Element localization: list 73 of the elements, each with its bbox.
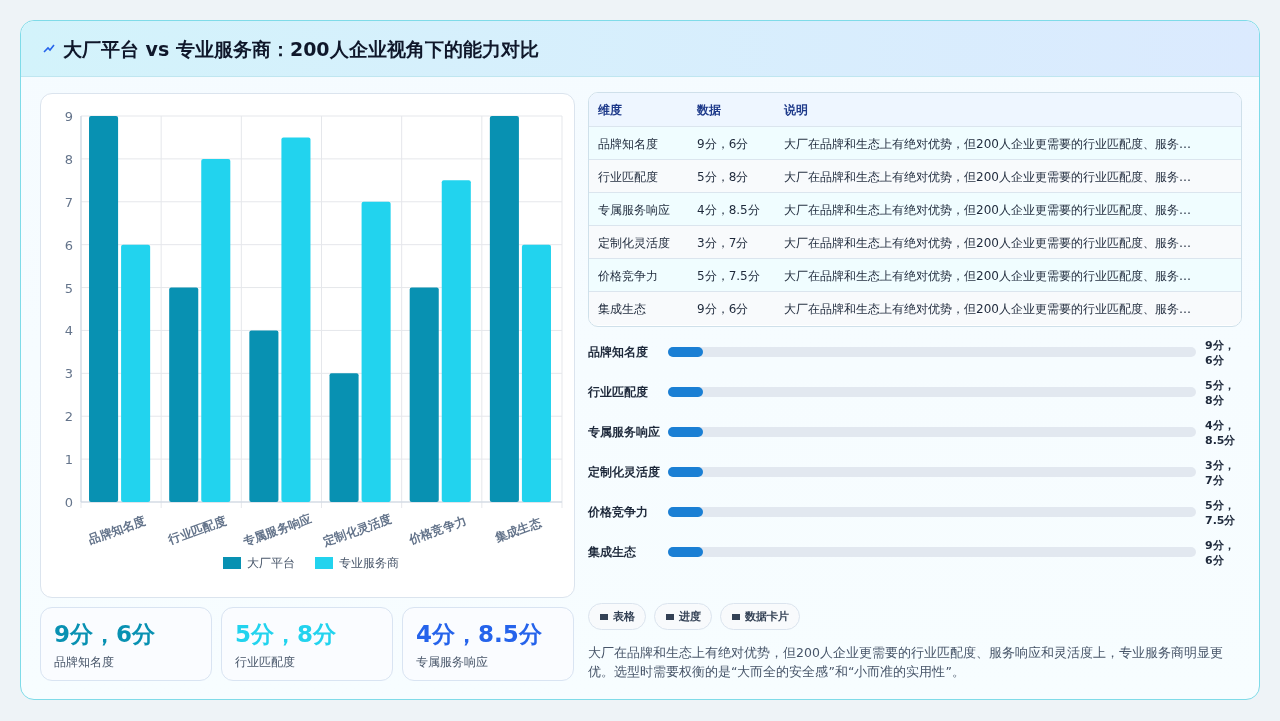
text: 3分，7分 [697,236,749,250]
text: 进度 [679,609,701,624]
y-tick-label: 9 [64,109,74,124]
legend-label: 专业服务商 [339,556,399,570]
text: 大厂在品牌和生态上有绝对优势，但200人企业更需要的行业匹配度、服务… [784,301,1191,318]
bar [521,244,551,502]
bar [489,116,519,502]
text: 5分，8分 [1205,379,1235,407]
x-tick-label: 价格竞争力 [406,513,469,548]
text: 5分，8分 [235,621,337,647]
text: 表格 [613,609,635,624]
category-label: 品牌知名度 [588,345,648,359]
bar [121,244,151,502]
category-label: 价格竞争力 [598,268,658,285]
y-tick-label: 6 [64,237,74,253]
y-tick-label: 4 [64,323,74,339]
y-tick-label: 2 [64,409,74,425]
category-label: 行业匹配度 [587,385,648,399]
text: 大厂在品牌和生态上有绝对优势，但200人企业更需要的行业匹配度、服务… [784,202,1191,219]
text: 9分，6分 [54,621,156,647]
text: 9分，6分 [697,302,749,316]
text: 大厂在品牌和生态上有绝对优势，但200人企业更需要的行业匹配度、服务… [784,169,1191,186]
x-tick-label: 行业匹配度 [165,513,228,548]
category-label: 定制化灵活度 [587,465,660,479]
legend-label: 大厂平台 [247,556,295,570]
x-tick-label: 集成生态 [492,514,544,546]
category-label: 集成生态 [598,301,646,318]
text: 3分，7分 [1205,459,1235,487]
bar [169,287,199,502]
text: 数据 [697,102,721,119]
text: 4分，8.5分 [697,203,760,217]
text: 5分，7.5分 [697,269,760,283]
text: 9分，6分 [1205,339,1235,367]
category-label: 定制化灵活度 [598,235,670,252]
y-tick-label: 1 [64,452,74,468]
bar [329,373,359,502]
bar [89,116,119,502]
text: 5分，8分 [697,170,749,184]
text: 维度 [598,102,622,119]
bar [281,137,311,502]
bar [249,330,279,502]
text: 9分，6分 [697,137,749,151]
x-tick-label: 定制化灵活度 [320,511,394,550]
text: 说明 [784,102,808,119]
text: 4分，8.5分 [1205,419,1236,447]
y-tick-label: 0 [64,495,74,510]
text: 9分，6分 [1205,539,1235,567]
y-tick-label: 8 [64,151,74,167]
bar [441,180,471,502]
category-label: 专属服务响应 [598,202,670,219]
y-tick-label: 5 [64,280,74,296]
category-label: 专属服务响应 [416,654,488,671]
category-label: 集成生态 [587,545,637,559]
x-tick-label: 专属服务响应 [240,511,314,550]
category-label: 行业匹配度 [235,654,295,671]
text: 5分，7.5分 [1205,499,1236,527]
category-label: 行业匹配度 [598,169,658,186]
y-tick-label: 3 [64,366,74,382]
x-tick-label: 品牌知名度 [86,513,148,547]
text: 大厂在品牌和生态上有绝对优势，但200人企业更需要的行业匹配度、服务… [784,268,1191,285]
text: 大厂在品牌和生态上有绝对优势，但200人企业更需要的行业匹配度、服务响应和灵活度上，专业服务商明显更优。选型时需要权衡的是“大而全的安全感”和“小而准的实用性”。 [588,644,1224,681]
category-label: 品牌知名度 [54,654,114,671]
category-label: 专属服务响应 [587,425,660,439]
text: 大厂在品牌和生态上有绝对优势，但200人企业更需要的行业匹配度、服务… [784,136,1191,153]
bar [361,201,391,502]
bar [409,287,439,502]
y-tick-label: 7 [64,194,74,210]
text: 4分，8.5分 [416,621,542,647]
category-label: 品牌知名度 [598,136,658,153]
chart-title: 大厂平台 vs 专业服务商：200人企业视角下的能力对比 [63,37,539,62]
text: 数据卡片 [745,609,789,624]
text: 大厂在品牌和生态上有绝对优势，但200人企业更需要的行业匹配度、服务… [784,235,1191,252]
bar [201,158,231,502]
